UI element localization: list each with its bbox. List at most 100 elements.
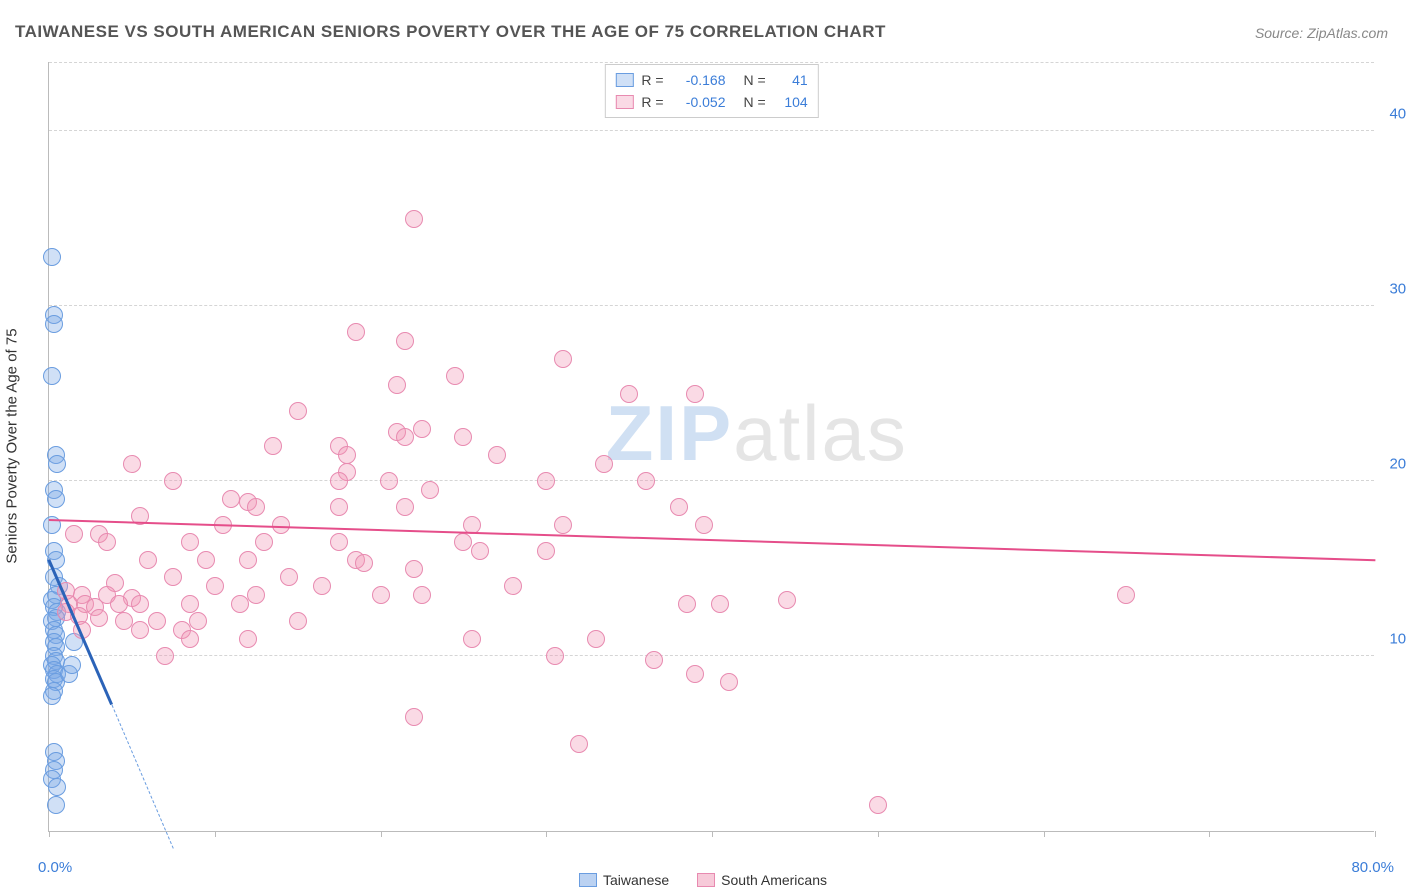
data-point — [43, 367, 61, 385]
data-point — [546, 647, 564, 665]
data-point — [620, 385, 638, 403]
data-point — [869, 796, 887, 814]
data-point — [289, 612, 307, 630]
legend-bottom: Taiwanese South Americans — [579, 872, 827, 888]
data-point — [421, 481, 439, 499]
data-point — [197, 551, 215, 569]
data-point — [405, 708, 423, 726]
data-point — [405, 210, 423, 228]
grid-line — [49, 655, 1374, 656]
data-point — [65, 525, 83, 543]
data-point — [239, 630, 257, 648]
stat-r-value: -0.168 — [672, 69, 726, 91]
y-tick-label: 30.0% — [1380, 281, 1406, 298]
data-point — [90, 609, 108, 627]
data-point — [139, 551, 157, 569]
data-point — [181, 630, 199, 648]
data-point — [255, 533, 273, 551]
data-point — [388, 376, 406, 394]
x-tick — [49, 831, 50, 837]
data-point — [471, 542, 489, 560]
correlation-chart: TAIWANESE VS SOUTH AMERICAN SENIORS POVE… — [0, 0, 1406, 892]
data-point — [43, 248, 61, 266]
data-point — [695, 516, 713, 534]
data-point — [678, 595, 696, 613]
data-point — [645, 651, 663, 669]
x-tick — [381, 831, 382, 837]
data-point — [686, 385, 704, 403]
data-point — [330, 533, 348, 551]
y-tick-label: 20.0% — [1380, 456, 1406, 473]
data-point — [222, 490, 240, 508]
data-point — [239, 551, 257, 569]
data-point — [396, 498, 414, 516]
data-point — [396, 428, 414, 446]
data-point — [372, 586, 390, 604]
data-point — [537, 542, 555, 560]
source-label: Source: ZipAtlas.com — [1255, 25, 1388, 41]
data-point — [247, 586, 265, 604]
legend-label: South Americans — [721, 872, 827, 888]
data-point — [355, 554, 373, 572]
data-point — [264, 437, 282, 455]
watermark-atlas: atlas — [733, 388, 908, 476]
data-point — [778, 591, 796, 609]
x-tick — [1044, 831, 1045, 837]
y-tick-label: 40.0% — [1380, 106, 1406, 123]
legend-stats-box: R =-0.168N =41R =-0.052N =104 — [604, 64, 818, 118]
data-point — [47, 490, 65, 508]
data-point — [396, 332, 414, 350]
data-point — [280, 568, 298, 586]
data-point — [247, 498, 265, 516]
legend-stats-row: R =-0.052N =104 — [615, 91, 807, 113]
legend-swatch — [615, 73, 633, 87]
data-point — [686, 665, 704, 683]
data-point — [454, 428, 472, 446]
data-point — [720, 673, 738, 691]
data-point — [1117, 586, 1135, 604]
data-point — [338, 446, 356, 464]
legend-swatch — [579, 873, 597, 887]
x-tick — [1375, 831, 1376, 837]
y-tick-label: 10.0% — [1380, 631, 1406, 648]
data-point — [164, 568, 182, 586]
legend-swatch — [697, 873, 715, 887]
x-tick — [1209, 831, 1210, 837]
grid-line — [49, 480, 1374, 481]
x-tick — [712, 831, 713, 837]
stat-n-value: 104 — [774, 91, 808, 113]
data-point — [45, 315, 63, 333]
data-point — [164, 472, 182, 490]
data-point — [115, 612, 133, 630]
legend-label: Taiwanese — [603, 872, 669, 888]
data-point — [123, 455, 141, 473]
data-point — [380, 472, 398, 490]
x-tick — [878, 831, 879, 837]
legend-item: Taiwanese — [579, 872, 669, 888]
grid-line — [49, 305, 1374, 306]
data-point — [554, 350, 572, 368]
data-point — [110, 595, 128, 613]
data-point — [189, 612, 207, 630]
data-point — [313, 577, 331, 595]
data-point — [43, 687, 61, 705]
data-point — [463, 630, 481, 648]
data-point — [156, 647, 174, 665]
data-point — [670, 498, 688, 516]
data-point — [330, 498, 348, 516]
plot-area: ZIPatlas R =-0.168N =41R =-0.052N =104 1… — [48, 62, 1374, 832]
data-point — [148, 612, 166, 630]
stat-n-label: N = — [744, 91, 766, 113]
stat-n-label: N = — [744, 69, 766, 91]
data-point — [206, 577, 224, 595]
stat-r-label: R = — [641, 91, 663, 113]
data-point — [711, 595, 729, 613]
data-point — [330, 472, 348, 490]
data-point — [413, 420, 431, 438]
data-point — [570, 735, 588, 753]
grid-line — [49, 130, 1374, 131]
data-point — [63, 656, 81, 674]
data-point — [347, 323, 365, 341]
data-point — [181, 595, 199, 613]
data-point — [595, 455, 613, 473]
